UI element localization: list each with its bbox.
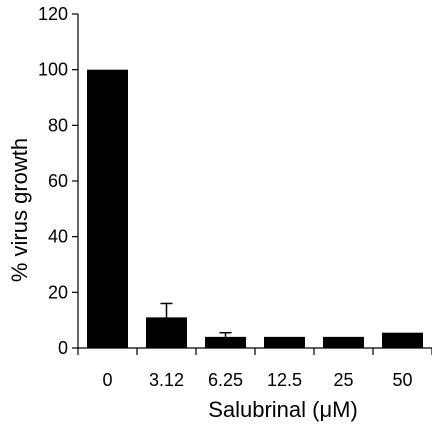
x-tick-label: 50 [392, 370, 412, 390]
x-tick-label: 12.5 [267, 370, 302, 390]
bar-12.5 [264, 336, 305, 348]
y-tick-label: 40 [48, 227, 68, 247]
bars [87, 69, 423, 349]
x-tick-label: 25 [333, 370, 353, 390]
bar-6.25 [205, 336, 246, 348]
x-axis-title: Salubrinal (μM) [208, 397, 358, 422]
bar-25 [323, 336, 364, 348]
y-axis: 0 20 40 60 80 100 120 [38, 4, 79, 358]
bar-50 [382, 332, 423, 348]
bar-0 [87, 69, 128, 349]
x-tick-label: 3.12 [149, 370, 184, 390]
error-bars [160, 302, 232, 337]
y-axis-title: % virus growth [7, 138, 32, 282]
y-tick-label: 60 [48, 171, 68, 191]
y-tick-label: 120 [38, 4, 68, 24]
x-tick-label: 6.25 [208, 370, 243, 390]
y-tick-label: 80 [48, 115, 68, 135]
bar-3.12 [146, 317, 187, 348]
x-tick-label: 0 [102, 370, 112, 390]
x-axis: 0 3.12 6.25 12.5 25 50 [77, 347, 432, 390]
y-tick-label: 100 [38, 60, 68, 80]
y-tick-label: 0 [58, 338, 68, 358]
y-tick-label: 20 [48, 282, 68, 302]
